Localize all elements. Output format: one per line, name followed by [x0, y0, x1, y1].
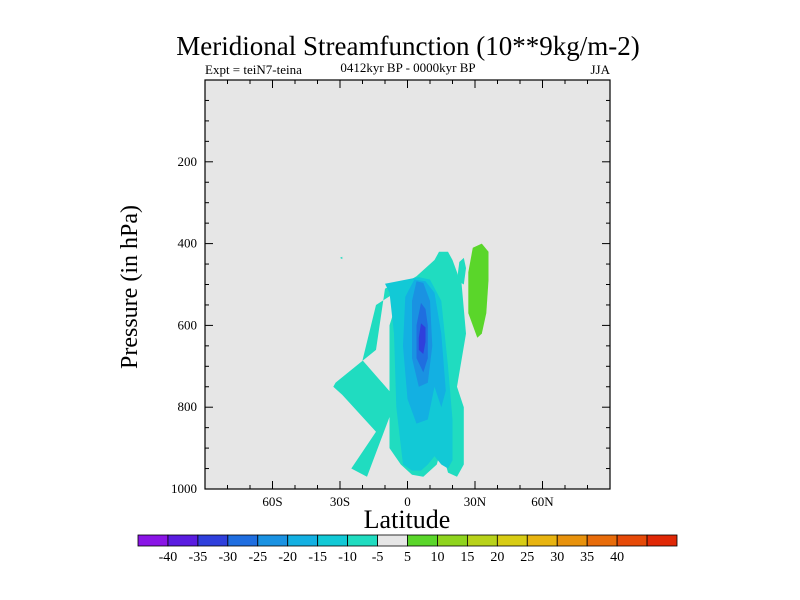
contour-southern-cell-core [418, 323, 426, 354]
colorbar-swatch [347, 534, 378, 547]
colorbar-swatch [197, 534, 229, 547]
colorbar-swatch [137, 534, 169, 547]
colorbar-swatch [616, 534, 648, 547]
x-tick-label: 60N [531, 494, 554, 509]
colorbar-label: 30 [550, 550, 564, 565]
colorbar-label: 10 [430, 550, 444, 565]
x-tick-label: 0 [404, 494, 411, 509]
colorbar-swatch [317, 534, 349, 547]
colorbar-swatch [496, 534, 528, 547]
colorbar-swatch [646, 534, 678, 547]
x-tick-label: 30S [330, 494, 350, 509]
colorbar-label: 20 [490, 550, 504, 565]
axis-ticks: 60S 30S 0 30N 60N 200 400 600 800 1000 [171, 80, 610, 509]
colorbar-label: -10 [338, 550, 357, 565]
x-tick-label: 60S [262, 494, 282, 509]
colorbar-label: 5 [404, 550, 411, 565]
chart-title: Meridional Streamfunction (10**9kg/m-2) [176, 31, 639, 61]
y-tick-label: 200 [178, 154, 198, 169]
colorbar-swatch [377, 534, 408, 547]
plot-area: 60S 30S 0 30N 60N 200 400 600 800 1000 [171, 79, 611, 509]
y-tick-label: 800 [178, 399, 198, 414]
colorbar-label: 40 [610, 550, 624, 565]
colorbar: -40 -35 -30 -25 -20 -15 -10 -5 5 10 15 20 25 30 35 40 [137, 534, 678, 565]
x-tick-label: 30N [464, 494, 487, 509]
chart-subtitle: 0412kyr BP - 0000kyr BP [340, 60, 475, 75]
y-tick-label: 400 [178, 236, 198, 251]
colorbar-swatch [466, 534, 498, 547]
colorbar-swatch [257, 534, 289, 547]
contour-small-blob [340, 256, 343, 260]
x-axis-label: Latitude [364, 505, 451, 534]
colorbar-swatch [437, 534, 468, 547]
contour-regions [333, 243, 489, 477]
colorbar-swatch [407, 534, 438, 547]
colorbar-label: -20 [278, 550, 297, 565]
colorbar-label: -35 [189, 550, 208, 565]
colorbar-label: -40 [159, 550, 178, 565]
colorbar-swatch [526, 534, 558, 547]
colorbar-swatch [586, 534, 618, 547]
colorbar-swatch [227, 534, 259, 547]
colorbar-swatch [556, 534, 588, 547]
colorbar-label: 15 [460, 550, 474, 565]
colorbar-label: -25 [248, 550, 267, 565]
experiment-label: Expt = teiN7-teina [205, 62, 302, 77]
colorbar-label: -30 [218, 550, 237, 565]
contour-vertical-plume [457, 257, 466, 285]
colorbar-swatch [287, 534, 319, 547]
colorbar-label: -15 [308, 550, 327, 565]
colorbar-label: 25 [520, 550, 534, 565]
y-tick-label: 600 [178, 317, 198, 332]
season-label: JJA [590, 62, 610, 77]
colorbar-swatch [167, 534, 199, 547]
y-axis-label: Pressure (in hPa) [117, 205, 143, 369]
y-tick-label: 1000 [171, 481, 197, 496]
contour-northern-cell [468, 243, 489, 338]
colorbar-label: 35 [580, 550, 594, 565]
colorbar-label: -5 [372, 550, 384, 565]
